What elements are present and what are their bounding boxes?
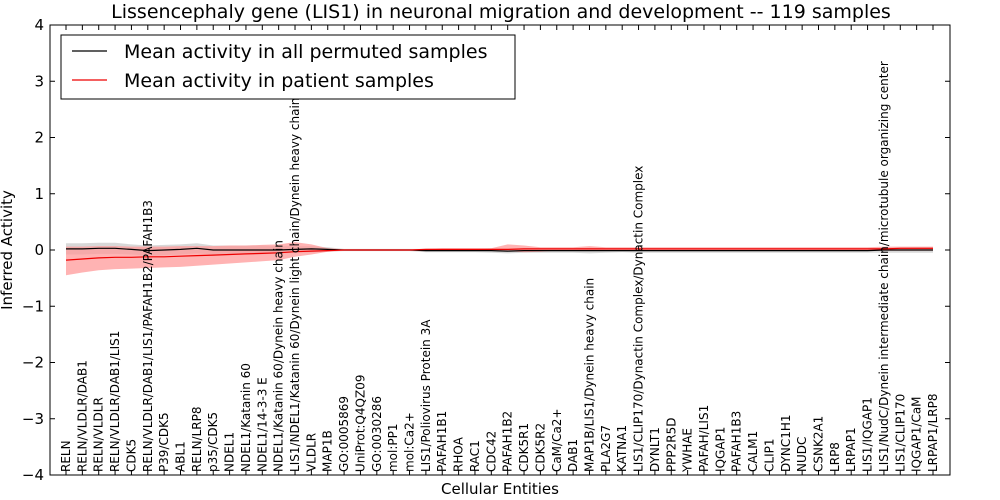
y-tick-label: −4 [22,466,44,484]
x-tick-label: GO:0005869 [337,396,351,472]
x-tick-label: mol:Ca2+ [403,412,417,472]
x-tick-label: ABL1 [174,441,188,472]
legend-label-patient: Mean activity in patient samples [124,70,434,92]
x-tick-label: LRPAP1 [844,427,858,472]
x-tick-label: PAFAH1B2 [501,411,515,472]
x-tick-label: RELN/VLDLR/DAB1 [75,360,89,472]
x-tick-label: IQGAP1 [713,427,727,472]
x-tick-label: CALM1 [746,431,760,472]
band-series-1 [66,242,933,276]
x-tick-label: NDEL1/Katanin 60/Dynein heavy chain [272,240,286,472]
x-tick-label: p35/CDK5 [206,412,220,472]
y-tick-label: 0 [34,241,44,259]
x-tick-label: LRPAP1/LRP8 [926,393,940,472]
x-axis: RELN RELN/VLDLR/DAB1 RELN/VLDLR RELN/VLDLR/… [59,25,940,475]
x-tick-label: LIS1/NudC/Dynein intermediate chain/micr… [877,61,891,472]
x-tick-label: DAB1 [566,439,580,472]
confidence-bands [66,242,933,276]
x-tick-label: CSNK2A1 [812,416,826,472]
chart-title: Lissencephaly gene (LIS1) in neuronal mi… [111,1,891,23]
x-tick-label: NDEL1/Katanin 60 [239,363,253,472]
x-tick-label: KATNA1 [615,425,629,472]
x-tick-label: RELN [59,440,73,472]
y-tick-label: 2 [34,129,44,147]
x-tick-label: CDC42 [484,431,498,472]
x-tick-label: RELN/VLDLR [92,397,106,472]
x-tick-label: NUDC [795,437,809,472]
x-tick-label: DYNLT1 [648,427,662,472]
x-axis-label: Cellular Entities [441,480,559,498]
y-axis: −4 −3 −2 −1 0 1 2 3 4 [22,16,950,484]
y-tick-label: 3 [34,72,44,90]
x-tick-label: LIS1/Poliovirus Protein 3A [419,319,433,472]
x-tick-label: RAC1 [468,440,482,472]
x-tick-label: YWHAE [681,428,695,473]
x-tick-label: LIS1/CLIP170 [893,394,907,472]
legend: Mean activity in all permuted samples Me… [60,34,516,100]
x-tick-label: MAP1B/LIS1/Dynein heavy chain [583,278,597,472]
x-tick-label: UniProt:Q4QZ09 [354,375,368,473]
x-tick-label: PAFAH1B3 [730,411,744,472]
x-tick-label: RHOA [452,436,466,472]
x-tick-label: RELN/VLDLR/DAB1/LIS1 [108,331,122,472]
x-tick-label: VLDLR [304,433,318,472]
x-tick-label: CDK5 [124,439,138,472]
legend-frame [60,34,516,100]
x-tick-label: PAFAH/LIS1 [697,405,711,472]
x-tick-label: IQGAP1/CaM [910,396,924,472]
x-tick-label: CLIP1 [762,439,776,472]
x-tick-label: MAP1B [321,430,335,472]
x-tick-label: LIS1/CLIP170/Dynactin Complex/Dynactin C… [632,166,646,472]
line-series-1 [65,247,933,261]
x-tick-label: NDEL1/14-3-3 E [255,377,269,472]
x-tick-label: LIS1/IQGAP1 [861,397,875,472]
x-tick-label: CaM/Ca2+ [550,408,564,472]
x-tick-label: PAFAH1B1 [435,411,449,472]
y-tick-label: −3 [22,410,44,428]
x-tick-label: PPP2R5D [664,417,678,472]
x-tick-label: PLA2G7 [599,425,613,472]
y-axis-label: Inferred Activity [0,190,16,310]
x-tick-label: CDK5R2 [533,423,547,472]
x-tick-label: DYNC1H1 [779,414,793,472]
x-tick-label: mol:PP1 [386,424,400,473]
x-tick-label: RELN/VLDLR/DAB1/LIS1/PAFAH1B2/PAFAH1B3 [141,200,155,472]
line-series-0 [66,247,933,252]
x-tick-label: RELN/LRP8 [190,407,204,473]
series-lines [65,247,933,261]
y-tick-label: −1 [22,297,44,315]
x-tick-label: P39/CDK5 [157,412,171,472]
y-tick-label: 1 [34,185,44,203]
x-tick-label: NDEL1 [223,432,237,472]
x-tick-label: GO:0030286 [370,396,384,472]
legend-label-permuted: Mean activity in all permuted samples [124,41,487,63]
y-tick-label: −2 [22,354,44,372]
x-tick-label: LIS1/NDEL1/Katanin 60/Dynein light chain… [288,98,302,472]
y-tick-label: 4 [34,16,44,34]
x-tick-label: LRP8 [828,442,842,472]
x-tick-label: CDK5R1 [517,423,531,472]
